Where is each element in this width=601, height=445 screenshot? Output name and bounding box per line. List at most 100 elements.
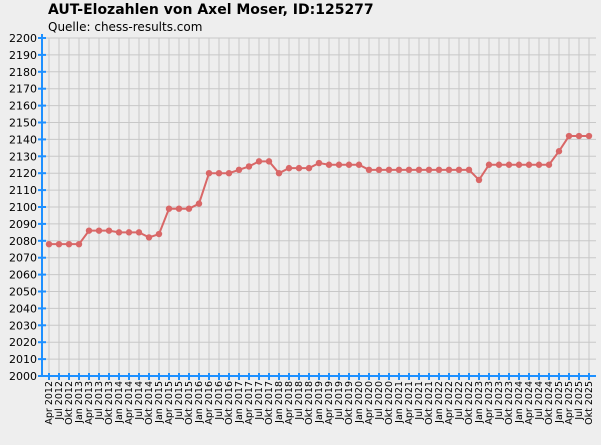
data-point: [235, 166, 243, 174]
x-tick-label: Jul 2018: [294, 381, 305, 421]
x-tick-label: Jul 2012: [54, 381, 65, 421]
y-tick-label: 2000: [9, 370, 37, 383]
data-point: [355, 161, 363, 168]
x-tick-labels: Apr 2012 Jul 2012 Okt 2012 Jan 2013 Apr 2013…: [44, 381, 595, 425]
x-tick-label: Jul 2024: [534, 381, 545, 421]
data-point: [95, 227, 103, 234]
data-point: [365, 166, 373, 174]
x-tick-label: Jan 2018: [274, 381, 285, 424]
data-point: [525, 161, 533, 168]
data-point: [335, 161, 343, 168]
y-tick-label: 2110: [9, 184, 37, 197]
y-tick-label: 2080: [9, 235, 37, 248]
data-point: [425, 166, 433, 174]
data-point: [55, 240, 63, 248]
x-tick-label: Jul 2025: [574, 381, 585, 421]
axes: [38, 34, 596, 380]
y-tick-label: 2190: [9, 49, 37, 62]
y-tick-label: 2160: [9, 100, 37, 113]
x-tick-label: Okt 2016: [224, 381, 235, 425]
x-tick-label: Apr 2016: [204, 381, 215, 425]
data-point: [565, 132, 573, 140]
data-point: [385, 166, 393, 174]
y-tick-label: 2070: [9, 252, 37, 265]
data-point: [515, 161, 523, 168]
data-point: [535, 161, 543, 168]
data-point: [205, 170, 213, 177]
x-tick-label: Okt 2019: [344, 381, 355, 425]
x-tick-label: Jul 2017: [254, 381, 265, 421]
x-tick-label: Apr 2017: [244, 381, 255, 425]
y-tick-label: 2170: [9, 83, 37, 96]
data-point: [115, 229, 123, 236]
data-point: [125, 229, 133, 236]
x-tick-label: Jan 2023: [474, 381, 485, 424]
x-tick-label: Jan 2025: [554, 381, 565, 424]
data-point: [435, 166, 443, 174]
x-tick-label: Jul 2019: [334, 381, 345, 421]
x-tick-label: Okt 2013: [104, 381, 115, 425]
x-tick-label: Jul 2014: [134, 381, 145, 421]
data-point: [555, 148, 563, 155]
data-point: [395, 166, 403, 174]
data-point: [265, 158, 273, 165]
x-tick-label: Okt 2018: [304, 381, 315, 425]
x-tick-label: Apr 2019: [324, 381, 335, 425]
data-point: [295, 164, 303, 172]
data-point: [165, 205, 173, 212]
y-tick-label: 2100: [9, 201, 37, 214]
y-tick-label: 2130: [9, 150, 37, 163]
data-point: [545, 161, 553, 168]
y-tick-label: 2040: [9, 302, 37, 315]
x-tick-label: Jan 2016: [194, 381, 205, 424]
y-tick-label: 2090: [9, 218, 37, 231]
x-tick-label: Jan 2022: [434, 381, 445, 424]
x-tick-label: Apr 2022: [444, 381, 455, 425]
data-point: [135, 229, 143, 236]
data-point: [415, 166, 423, 174]
y-tick-label: 2150: [9, 117, 37, 130]
data-point: [475, 176, 483, 184]
x-tick-label: Jan 2015: [154, 381, 165, 424]
x-tick-label: Apr 2024: [524, 381, 535, 425]
x-tick-label: Apr 2023: [484, 381, 495, 425]
x-tick-label: Apr 2021: [404, 381, 415, 425]
data-point: [495, 161, 503, 168]
series: [45, 132, 593, 248]
x-tick-label: Apr 2020: [364, 381, 375, 425]
x-tick-label: Jan 2017: [234, 381, 245, 424]
chart-title: AUT-Elozahlen von Axel Moser, ID:125277: [48, 2, 374, 18]
x-tick-label: Okt 2012: [64, 381, 75, 425]
data-point: [105, 227, 113, 234]
data-point: [305, 164, 313, 172]
x-tick-label: Jul 2013: [94, 381, 105, 421]
data-point: [325, 161, 333, 168]
data-point: [575, 132, 583, 140]
data-point: [585, 132, 593, 140]
x-tick-label: Apr 2015: [164, 381, 175, 425]
y-tick-label: 2030: [9, 319, 37, 332]
x-tick-label: Apr 2014: [124, 381, 135, 425]
x-tick-label: Okt 2014: [144, 381, 155, 425]
x-tick-label: Apr 2012: [44, 381, 55, 425]
y-tick-label: 2200: [9, 32, 37, 45]
y-tick-label: 2020: [9, 336, 37, 349]
x-tick-label: Okt 2023: [504, 381, 515, 425]
data-point: [225, 170, 233, 177]
data-point: [215, 170, 223, 177]
x-tick-label: Okt 2021: [424, 381, 435, 425]
x-tick-label: Jan 2014: [114, 381, 125, 424]
x-tick-label: Jul 2016: [214, 381, 225, 421]
data-point: [65, 240, 73, 248]
data-point: [255, 158, 263, 165]
data-point: [465, 166, 473, 174]
x-tick-label: Jul 2021: [414, 381, 425, 421]
x-tick-label: Apr 2025: [564, 381, 575, 425]
x-tick-label: Jul 2020: [374, 381, 385, 421]
data-point: [315, 159, 323, 167]
y-tick-label: 2140: [9, 133, 37, 146]
x-tick-label: Jul 2015: [174, 381, 185, 421]
x-tick-label: Jan 2013: [74, 381, 85, 424]
y-tick-labels: 2000 2010 2020 2030 2040 2050 2060 2070 2080 2090…: [9, 32, 37, 383]
